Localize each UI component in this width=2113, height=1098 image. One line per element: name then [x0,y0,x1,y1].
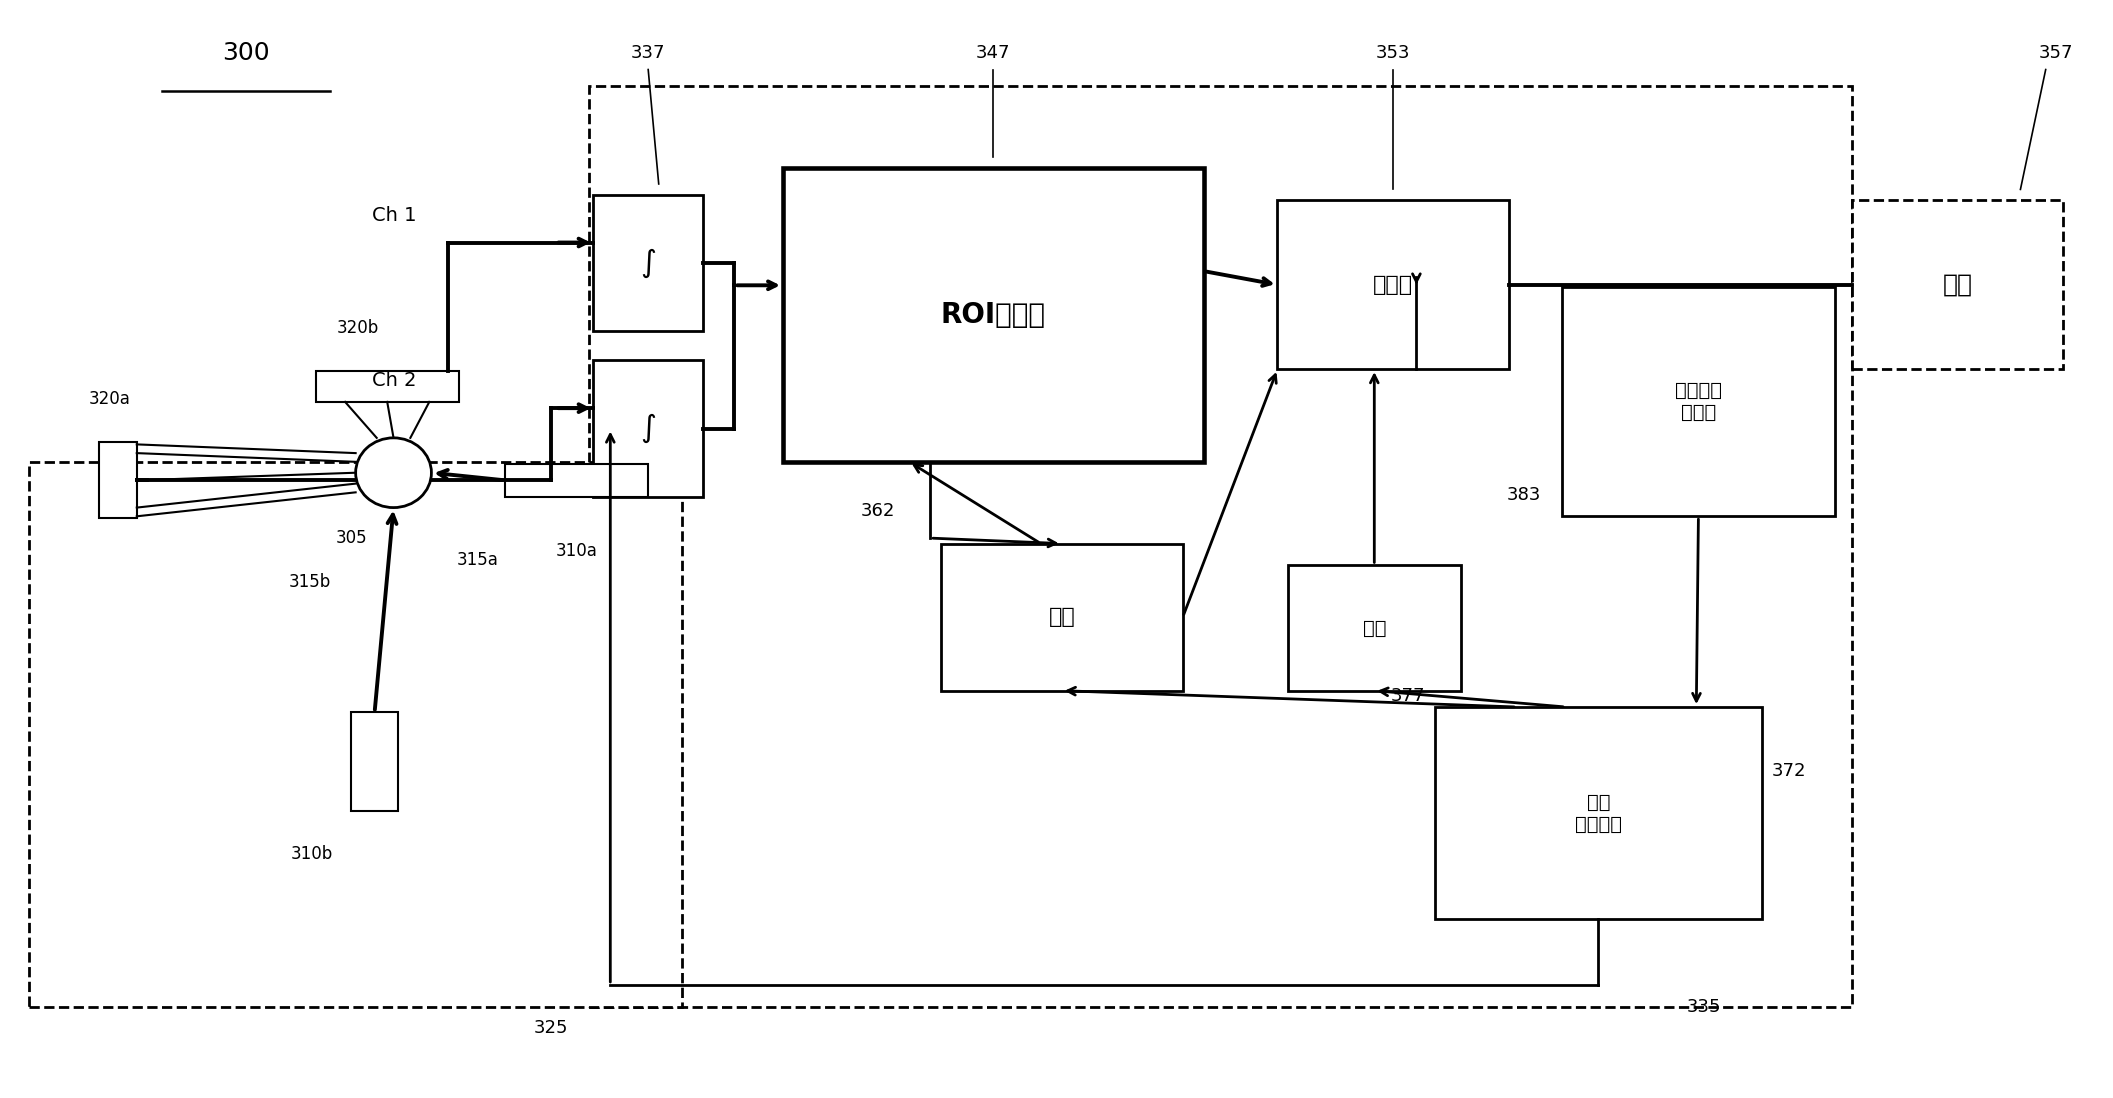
Text: 训练: 训练 [1363,618,1386,638]
Text: 320b: 320b [336,318,378,337]
FancyBboxPatch shape [1435,707,1762,919]
Text: Ch 2: Ch 2 [372,371,416,391]
FancyBboxPatch shape [351,713,397,810]
Text: 320a: 320a [89,390,131,407]
Text: 337: 337 [632,44,666,63]
FancyBboxPatch shape [594,194,704,332]
Text: 335: 335 [1686,998,1720,1016]
Ellipse shape [355,438,431,507]
FancyBboxPatch shape [1289,565,1460,691]
Text: 347: 347 [976,44,1010,63]
Text: 310b: 310b [289,845,332,863]
Text: 305: 305 [336,529,368,547]
Text: ∫: ∫ [640,414,657,444]
FancyBboxPatch shape [99,442,137,518]
Text: 383: 383 [1507,485,1540,504]
FancyBboxPatch shape [1278,200,1509,369]
Text: 初步
分类标记: 初步 分类标记 [1574,793,1623,833]
Text: 325: 325 [535,1019,568,1038]
Text: 362: 362 [860,502,894,519]
FancyBboxPatch shape [505,464,649,496]
FancyBboxPatch shape [1853,200,2062,369]
Text: 定向效率
估计器: 定向效率 估计器 [1676,381,1722,423]
FancyBboxPatch shape [590,86,1853,1007]
FancyBboxPatch shape [594,360,704,496]
Text: 315b: 315b [287,573,330,591]
Text: ∫: ∫ [640,248,657,278]
Text: 300: 300 [222,42,270,65]
Text: Ch 1: Ch 1 [372,205,416,225]
Text: 372: 372 [1773,762,1807,780]
Text: 分选: 分选 [1942,272,1971,296]
Text: 315a: 315a [456,551,499,569]
FancyBboxPatch shape [940,544,1183,691]
FancyBboxPatch shape [30,462,682,1007]
Text: 分类器: 分类器 [1373,274,1414,294]
Text: 353: 353 [1376,44,1411,63]
Text: 聚类: 聚类 [1048,607,1076,627]
Text: 310a: 310a [556,542,598,560]
Text: ROI选择器: ROI选择器 [940,301,1046,328]
FancyBboxPatch shape [315,371,459,402]
FancyBboxPatch shape [1562,288,1836,516]
Text: 377: 377 [1390,687,1424,705]
Text: 357: 357 [2039,44,2073,63]
FancyBboxPatch shape [784,168,1204,462]
